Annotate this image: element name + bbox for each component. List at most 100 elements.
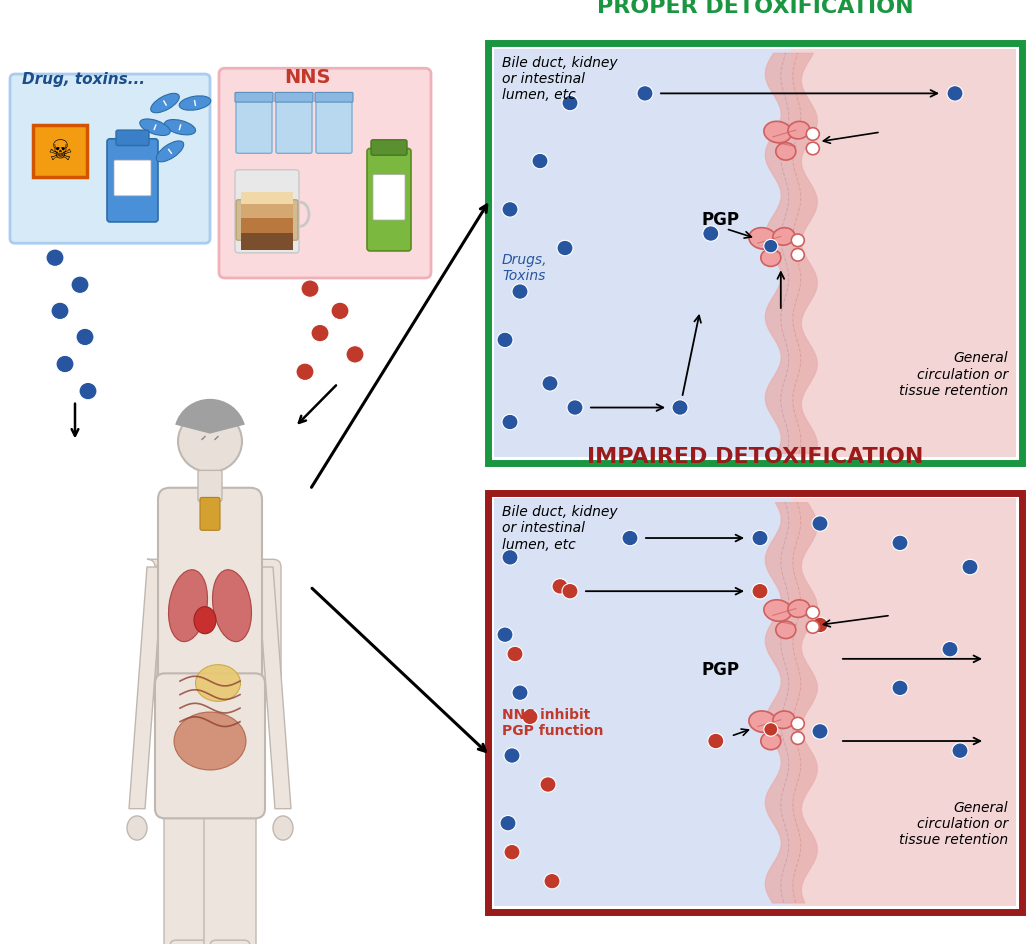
Text: General
circulation or
tissue retention: General circulation or tissue retention: [899, 351, 1008, 397]
Circle shape: [806, 143, 819, 156]
Circle shape: [502, 202, 518, 218]
Circle shape: [892, 681, 908, 696]
Ellipse shape: [761, 250, 781, 267]
Ellipse shape: [127, 816, 147, 840]
FancyBboxPatch shape: [154, 674, 265, 818]
Circle shape: [752, 531, 768, 547]
Ellipse shape: [749, 228, 777, 250]
Circle shape: [552, 579, 568, 595]
Circle shape: [812, 724, 828, 739]
Circle shape: [764, 723, 778, 736]
Bar: [494, 498, 791, 906]
Circle shape: [812, 617, 828, 633]
Text: ☠: ☠: [47, 138, 72, 166]
Ellipse shape: [212, 570, 251, 642]
Circle shape: [331, 303, 349, 320]
Circle shape: [497, 333, 513, 348]
Circle shape: [512, 284, 528, 300]
Polygon shape: [258, 567, 291, 809]
Circle shape: [791, 249, 804, 261]
Circle shape: [311, 325, 329, 343]
Circle shape: [947, 87, 963, 102]
FancyBboxPatch shape: [276, 97, 312, 154]
FancyBboxPatch shape: [198, 471, 222, 502]
Circle shape: [533, 154, 548, 170]
Circle shape: [952, 743, 968, 759]
Bar: [241, 233, 293, 251]
FancyBboxPatch shape: [116, 131, 149, 146]
Bar: [241, 204, 293, 219]
Ellipse shape: [788, 122, 810, 140]
Circle shape: [79, 383, 97, 400]
Text: PROPER DETOXIFICATION: PROPER DETOXIFICATION: [596, 0, 914, 17]
FancyBboxPatch shape: [247, 560, 281, 700]
FancyBboxPatch shape: [10, 75, 210, 244]
Text: IMPAIRED DETOXIFICATION: IMPAIRED DETOXIFICATION: [587, 447, 923, 466]
Ellipse shape: [196, 665, 240, 701]
FancyBboxPatch shape: [204, 797, 256, 944]
FancyBboxPatch shape: [316, 97, 352, 154]
Text: Bile duct, kidney
or intestinal
lumen, etc: Bile duct, kidney or intestinal lumen, e…: [502, 56, 618, 102]
Text: NNS: NNS: [284, 68, 332, 87]
Circle shape: [752, 583, 768, 599]
FancyBboxPatch shape: [315, 93, 353, 103]
Circle shape: [562, 583, 578, 599]
Circle shape: [812, 516, 828, 531]
Ellipse shape: [772, 711, 795, 729]
Ellipse shape: [788, 600, 810, 617]
FancyBboxPatch shape: [114, 160, 151, 196]
FancyBboxPatch shape: [275, 93, 313, 103]
Text: General
circulation or
tissue retention: General circulation or tissue retention: [899, 801, 1008, 847]
Ellipse shape: [179, 96, 211, 111]
FancyBboxPatch shape: [236, 200, 298, 241]
Ellipse shape: [273, 816, 293, 840]
Circle shape: [46, 250, 64, 267]
FancyBboxPatch shape: [164, 797, 216, 944]
Polygon shape: [129, 567, 163, 809]
Circle shape: [502, 414, 518, 430]
Circle shape: [637, 87, 653, 102]
Circle shape: [708, 733, 724, 749]
Circle shape: [791, 717, 804, 730]
Circle shape: [497, 627, 513, 643]
Circle shape: [512, 685, 528, 700]
Text: Drugs,
Toxins: Drugs, Toxins: [502, 253, 548, 283]
Text: NNS inhibit
PGP function: NNS inhibit PGP function: [502, 707, 604, 737]
Circle shape: [562, 96, 578, 111]
Bar: [241, 193, 293, 204]
Circle shape: [346, 346, 364, 363]
Circle shape: [557, 241, 573, 257]
Circle shape: [942, 642, 958, 657]
FancyBboxPatch shape: [236, 97, 272, 154]
FancyBboxPatch shape: [373, 176, 405, 221]
FancyBboxPatch shape: [488, 493, 1022, 912]
FancyBboxPatch shape: [367, 149, 411, 252]
Ellipse shape: [157, 142, 183, 162]
Circle shape: [507, 647, 523, 662]
FancyBboxPatch shape: [219, 69, 431, 278]
Circle shape: [178, 411, 242, 473]
Circle shape: [806, 128, 819, 141]
Circle shape: [522, 709, 538, 725]
FancyBboxPatch shape: [235, 171, 299, 254]
Ellipse shape: [776, 143, 796, 160]
Ellipse shape: [169, 570, 207, 642]
Circle shape: [566, 400, 583, 415]
FancyBboxPatch shape: [147, 560, 165, 700]
FancyBboxPatch shape: [371, 141, 407, 156]
Circle shape: [962, 560, 978, 575]
Ellipse shape: [140, 120, 170, 136]
Ellipse shape: [761, 733, 781, 750]
Circle shape: [544, 873, 560, 889]
FancyBboxPatch shape: [235, 93, 273, 103]
Circle shape: [504, 845, 520, 860]
Circle shape: [672, 400, 688, 415]
Ellipse shape: [174, 713, 246, 770]
Circle shape: [622, 531, 638, 547]
Circle shape: [52, 303, 69, 320]
Bar: [241, 219, 293, 233]
Circle shape: [71, 277, 89, 295]
FancyBboxPatch shape: [107, 140, 158, 223]
Ellipse shape: [165, 121, 196, 136]
Circle shape: [806, 621, 819, 633]
